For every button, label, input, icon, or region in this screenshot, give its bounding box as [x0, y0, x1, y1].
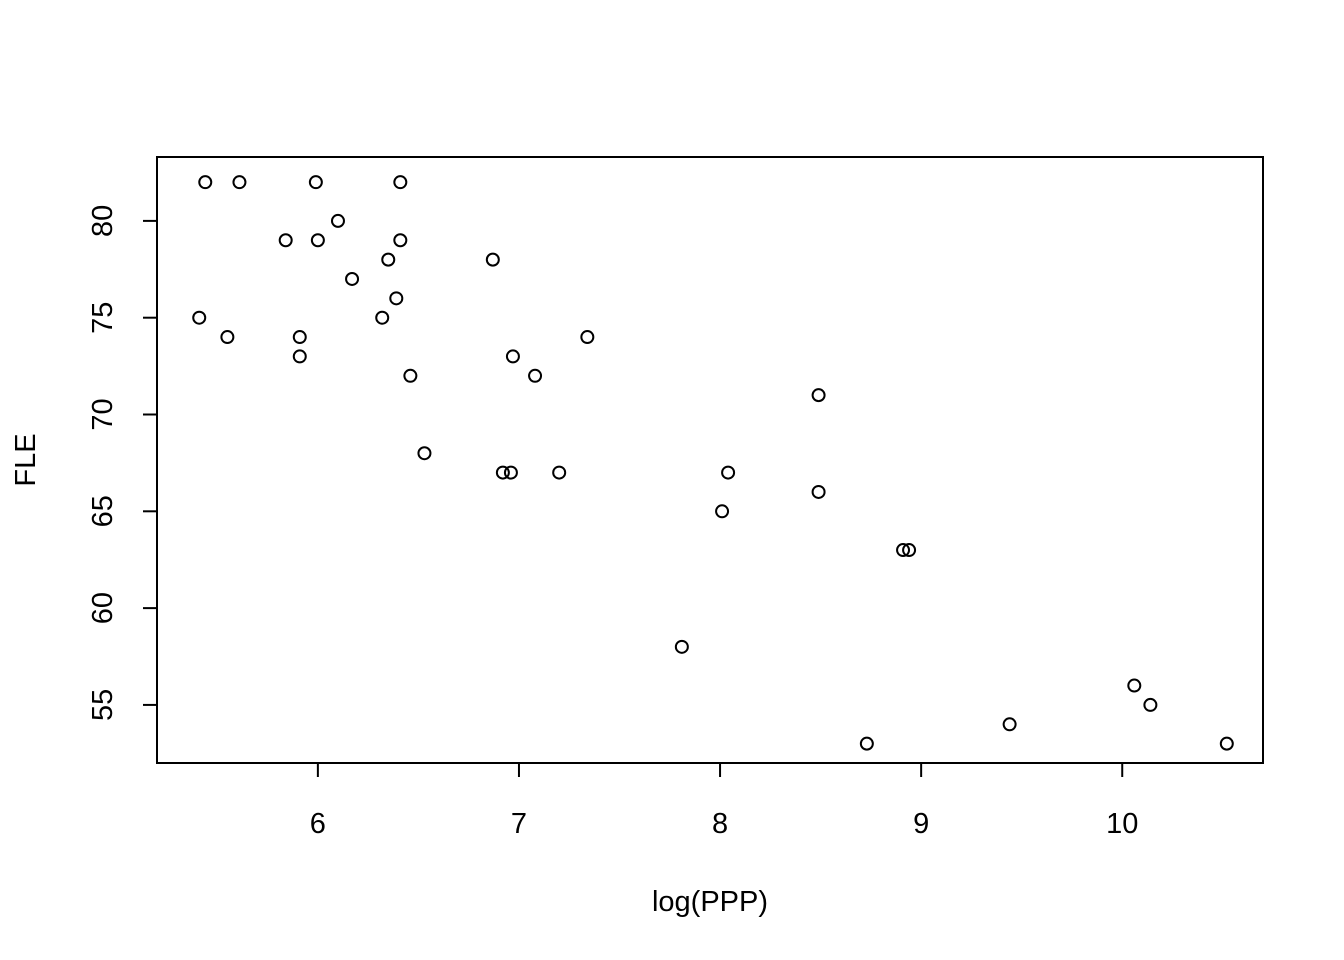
- data-point: [859, 736, 874, 751]
- y-tick-label: 80: [87, 205, 119, 237]
- data-point: [220, 330, 235, 345]
- data-point: [811, 388, 826, 403]
- data-point: [580, 330, 595, 345]
- data-point: [1002, 717, 1017, 732]
- x-axis-label: log(PPP): [652, 886, 768, 918]
- y-tick-label: 65: [87, 495, 119, 527]
- data-point: [278, 233, 293, 248]
- x-tick-label: 10: [1106, 808, 1138, 840]
- data-point: [393, 175, 408, 190]
- data-point: [1219, 736, 1234, 751]
- data-point: [902, 543, 917, 558]
- data-point: [485, 252, 500, 267]
- data-point: [393, 233, 408, 248]
- data-point: [375, 310, 390, 325]
- x-tick-label: 9: [913, 808, 929, 840]
- data-point: [552, 465, 567, 480]
- data-point: [417, 446, 432, 461]
- y-tick-label: 60: [87, 592, 119, 624]
- data-point: [292, 330, 307, 345]
- data-point: [389, 291, 404, 306]
- data-point: [310, 233, 325, 248]
- data-point: [528, 368, 543, 383]
- x-tick-label: 8: [712, 808, 728, 840]
- data-point: [715, 504, 730, 519]
- data-point: [896, 543, 911, 558]
- data-point: [232, 175, 247, 190]
- data-point: [330, 213, 345, 228]
- data-point: [192, 310, 207, 325]
- data-point: [811, 484, 826, 499]
- x-tick-label: 6: [310, 808, 326, 840]
- data-point: [198, 175, 213, 190]
- data-point: [505, 349, 520, 364]
- data-point: [674, 639, 689, 654]
- x-tick-label: 7: [511, 808, 527, 840]
- data-point: [403, 368, 418, 383]
- y-axis-label: FLE: [10, 433, 42, 486]
- y-tick-label: 55: [87, 689, 119, 721]
- data-point: [721, 465, 736, 480]
- data-point: [381, 252, 396, 267]
- data-points: [192, 175, 1234, 751]
- data-point: [503, 465, 518, 480]
- data-point: [308, 175, 323, 190]
- y-tick-label: 70: [87, 398, 119, 430]
- y-axis: 55 60 65 70 75 80: [87, 205, 158, 721]
- data-point: [292, 349, 307, 364]
- x-axis: 6 7 8 9 10: [310, 762, 1138, 840]
- data-point: [345, 271, 360, 286]
- plot-area-frame: [156, 156, 1264, 764]
- y-tick-label: 75: [87, 302, 119, 334]
- data-point: [1127, 678, 1142, 693]
- data-point: [495, 465, 510, 480]
- data-point: [1143, 697, 1158, 712]
